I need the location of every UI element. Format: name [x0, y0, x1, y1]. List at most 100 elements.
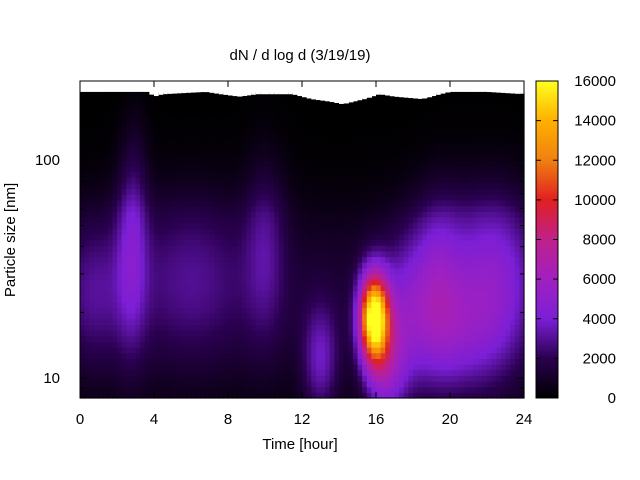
- heatmap-cell: [126, 364, 132, 371]
- heatmap-cell: [389, 341, 396, 348]
- heatmap-cell: [135, 182, 141, 190]
- heatmap-cell: [482, 375, 488, 382]
- heatmap-cell: [454, 222, 460, 229]
- no-data-region: [158, 81, 164, 95]
- heatmap-cell: [200, 194, 206, 201]
- heatmap-cell: [84, 256, 90, 263]
- heatmap-cell: [223, 228, 229, 235]
- heatmap-cell: [228, 369, 234, 376]
- heatmap-cell: [200, 177, 206, 184]
- heatmap-cell: [357, 364, 363, 371]
- heatmap-cell: [385, 318, 391, 326]
- heatmap-cell: [376, 97, 382, 105]
- heatmap-cell: [103, 205, 109, 212]
- heatmap-cell: [80, 228, 86, 235]
- heatmap-cell: [297, 341, 303, 348]
- heatmap-cell: [306, 318, 312, 326]
- heatmap-cell: [135, 131, 141, 139]
- heatmap-cell: [482, 239, 488, 246]
- heatmap-cell: [334, 262, 340, 269]
- heatmap-cell: [117, 392, 123, 399]
- heatmap-cell: [200, 109, 206, 116]
- heatmap-cell: [177, 131, 183, 139]
- heatmap-cell: [500, 386, 507, 393]
- heatmap-cell: [228, 228, 234, 235]
- heatmap-cell: [426, 273, 433, 280]
- heatmap-cell: [348, 205, 354, 212]
- heatmap-cell: [209, 301, 215, 309]
- heatmap-cell: [112, 301, 118, 309]
- heatmap-cell: [135, 222, 141, 229]
- heatmap-cell: [107, 160, 113, 167]
- heatmap-cell: [362, 228, 368, 235]
- no-data-region: [283, 81, 289, 95]
- heatmap-cell: [177, 250, 183, 258]
- heatmap-cell: [445, 358, 451, 365]
- heatmap-cell: [413, 182, 419, 190]
- heatmap-cell: [357, 222, 363, 229]
- heatmap-cell: [292, 114, 298, 122]
- heatmap-cell: [315, 114, 322, 122]
- heatmap-cell: [394, 120, 400, 127]
- heatmap-cell: [288, 358, 294, 365]
- heatmap-cell: [93, 114, 100, 122]
- heatmap-cell: [329, 148, 335, 156]
- heatmap-cell: [403, 194, 409, 201]
- heatmap-cell: [325, 165, 331, 173]
- heatmap-cell: [315, 120, 322, 127]
- heatmap-cell: [315, 364, 322, 371]
- heatmap-cell: [389, 216, 396, 224]
- heatmap-cell: [399, 154, 405, 161]
- heatmap-cell: [320, 97, 326, 105]
- heatmap-cell: [89, 296, 95, 303]
- heatmap-cell: [200, 222, 206, 229]
- no-data-region: [445, 81, 451, 93]
- heatmap-cell: [454, 307, 460, 314]
- heatmap-cell: [209, 324, 215, 331]
- heatmap-cell: [80, 194, 86, 201]
- heatmap-cell: [130, 126, 137, 133]
- heatmap-cell: [297, 103, 303, 110]
- heatmap-cell: [399, 313, 405, 320]
- heatmap-cell: [149, 330, 155, 337]
- heatmap-cell: [283, 199, 289, 207]
- heatmap-cell: [195, 250, 201, 258]
- heatmap-cell: [232, 171, 238, 178]
- heatmap-cell: [246, 126, 252, 133]
- heatmap-cell: [232, 256, 238, 263]
- heatmap-cell: [223, 154, 229, 161]
- heatmap-cell: [436, 120, 442, 127]
- heatmap-cell: [121, 318, 127, 326]
- heatmap-cell: [371, 177, 377, 184]
- heatmap-cell: [436, 324, 442, 331]
- heatmap-cell: [339, 120, 345, 127]
- heatmap-cell: [329, 335, 335, 342]
- heatmap-cell: [232, 233, 238, 241]
- heatmap-cell: [107, 245, 113, 252]
- heatmap-cell: [362, 205, 368, 212]
- heatmap-cell: [80, 358, 86, 365]
- heatmap-cell: [241, 228, 248, 235]
- heatmap-cell: [241, 386, 248, 393]
- heatmap-cell: [149, 307, 155, 314]
- heatmap-cell: [84, 318, 90, 326]
- heatmap-cell: [186, 109, 192, 116]
- heatmap-cell: [214, 97, 220, 105]
- heatmap-cell: [241, 290, 248, 297]
- heatmap-cell: [436, 386, 442, 393]
- heatmap-cell: [403, 324, 409, 331]
- heatmap-cell: [320, 171, 326, 178]
- heatmap-cell: [126, 137, 132, 144]
- heatmap-cell: [107, 341, 113, 348]
- heatmap-cell: [186, 324, 192, 331]
- heatmap-cell: [459, 103, 465, 110]
- heatmap-cell: [431, 188, 437, 195]
- heatmap-cell: [408, 335, 414, 342]
- heatmap-cell: [403, 245, 409, 252]
- heatmap-cell: [371, 211, 377, 218]
- heatmap-cell: [80, 148, 86, 156]
- heatmap-cell: [403, 318, 409, 326]
- heatmap-cell: [348, 335, 354, 342]
- no-data-region: [223, 81, 229, 95]
- heatmap-cell: [463, 239, 470, 246]
